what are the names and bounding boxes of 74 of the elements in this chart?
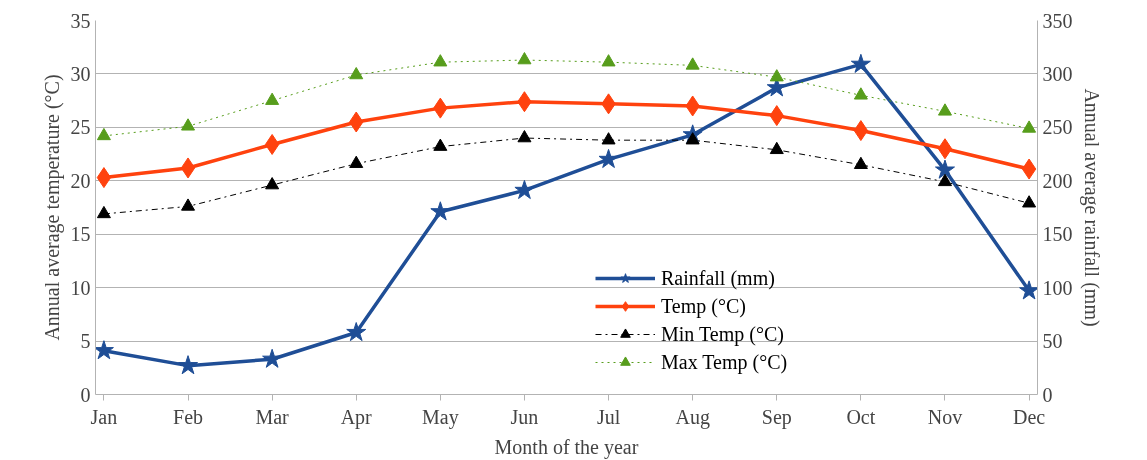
point bbox=[181, 118, 196, 131]
x-tick-label: Mar bbox=[255, 405, 290, 428]
y-tick-label: 25 bbox=[70, 116, 91, 139]
y2-axis-title: Annual average rainfall (mm) bbox=[1079, 88, 1103, 327]
point bbox=[430, 201, 451, 221]
y-tick-label: 0 bbox=[80, 383, 91, 406]
point bbox=[1022, 120, 1037, 133]
point bbox=[265, 92, 280, 105]
point bbox=[264, 133, 280, 155]
y-tick-label: 5 bbox=[80, 330, 91, 353]
point bbox=[853, 87, 868, 100]
y2-tick-label: 100 bbox=[1042, 276, 1073, 299]
point bbox=[180, 157, 196, 179]
point bbox=[96, 205, 111, 219]
point bbox=[96, 127, 111, 141]
x-tick-label: Apr bbox=[340, 405, 373, 429]
point bbox=[514, 179, 535, 199]
point bbox=[769, 69, 784, 82]
point bbox=[96, 167, 112, 189]
point bbox=[181, 198, 196, 211]
point bbox=[178, 355, 199, 375]
point bbox=[853, 156, 868, 170]
y-axis-title: Annual average temperature (°C) bbox=[40, 74, 64, 341]
x-tick-label: Jul bbox=[596, 405, 621, 428]
x-tick-label: Sep bbox=[761, 405, 792, 429]
y2-tick-label: 200 bbox=[1042, 169, 1073, 192]
y-tick-label: 20 bbox=[70, 169, 91, 192]
x-tick-label: May bbox=[422, 405, 459, 429]
point bbox=[433, 138, 448, 151]
y-tick-label: 10 bbox=[70, 276, 91, 299]
y2-tick-label: 50 bbox=[1042, 330, 1063, 353]
point bbox=[346, 322, 367, 342]
legend-label: Temp (°C) bbox=[661, 294, 746, 318]
point bbox=[934, 159, 955, 179]
point bbox=[853, 120, 869, 142]
x-tick-label: Oct bbox=[846, 405, 876, 428]
x-tick-label: Jun bbox=[510, 405, 539, 428]
x-tick-label: Dec bbox=[1012, 405, 1046, 428]
point bbox=[1019, 280, 1038, 300]
point bbox=[937, 103, 952, 116]
y2-tick-label: 350 bbox=[1042, 9, 1073, 32]
point bbox=[265, 177, 280, 190]
point bbox=[937, 173, 952, 187]
point bbox=[95, 340, 114, 360]
y-tick-label: 30 bbox=[70, 62, 91, 85]
y-tick-label: 15 bbox=[70, 223, 91, 246]
x-tick-label: Feb bbox=[173, 405, 204, 428]
point bbox=[1021, 158, 1037, 180]
point bbox=[937, 138, 953, 160]
x-tick-label: Jan bbox=[90, 405, 118, 428]
point bbox=[262, 348, 283, 368]
y2-tick-label: 300 bbox=[1042, 62, 1073, 85]
y2-tick-label: 0 bbox=[1042, 383, 1053, 406]
x-tick-label: Nov bbox=[927, 405, 963, 428]
legend-label: Min Temp (°C) bbox=[661, 322, 784, 346]
point bbox=[1022, 195, 1037, 208]
point bbox=[769, 141, 784, 155]
legend-label: Rainfall (mm) bbox=[661, 266, 775, 290]
legend-label: Max Temp (°C) bbox=[661, 350, 788, 374]
point bbox=[598, 148, 619, 168]
point bbox=[349, 66, 364, 80]
point bbox=[517, 52, 532, 65]
x-tick-label: Aug bbox=[675, 405, 710, 429]
y2-tick-label: 250 bbox=[1042, 116, 1073, 139]
point bbox=[601, 132, 616, 145]
point bbox=[517, 130, 532, 143]
y-tick-label: 35 bbox=[70, 9, 91, 32]
point bbox=[349, 155, 364, 168]
point bbox=[685, 57, 700, 70]
point bbox=[850, 53, 871, 73]
point bbox=[601, 54, 616, 67]
point bbox=[433, 54, 448, 67]
y2-tick-label: 150 bbox=[1042, 223, 1073, 246]
x-axis-title: Month of the year bbox=[494, 435, 639, 459]
